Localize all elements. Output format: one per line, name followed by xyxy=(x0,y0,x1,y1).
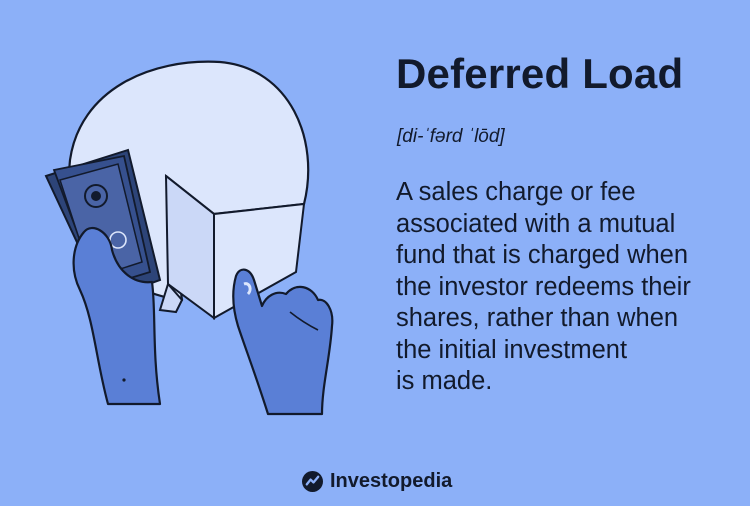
pie-chart-hands-illustration xyxy=(44,60,334,416)
investopedia-logo-icon xyxy=(302,471,323,492)
brand-logo: Investopedia xyxy=(302,470,452,493)
term-title: Deferred Load xyxy=(396,50,684,97)
definition-line: fund that is charged when xyxy=(396,241,689,269)
definition-line: is made. xyxy=(396,367,493,395)
definition-line: A sales charge or fee xyxy=(396,178,636,206)
left-hand-icon xyxy=(72,226,162,406)
term-pronunciation: [di-ˈfərd ˈlōd] xyxy=(397,126,505,147)
brand-name: Investopedia xyxy=(330,470,453,492)
definition-line: shares, rather than when xyxy=(396,304,679,332)
definition-line: the initial investment xyxy=(396,335,628,364)
definition-line: associated with a mutual xyxy=(396,209,676,238)
term-definition: A sales charge or fee associated with a … xyxy=(396,177,741,398)
right-hand-icon xyxy=(232,268,334,416)
definition-line: the investor redeems their xyxy=(396,272,691,301)
